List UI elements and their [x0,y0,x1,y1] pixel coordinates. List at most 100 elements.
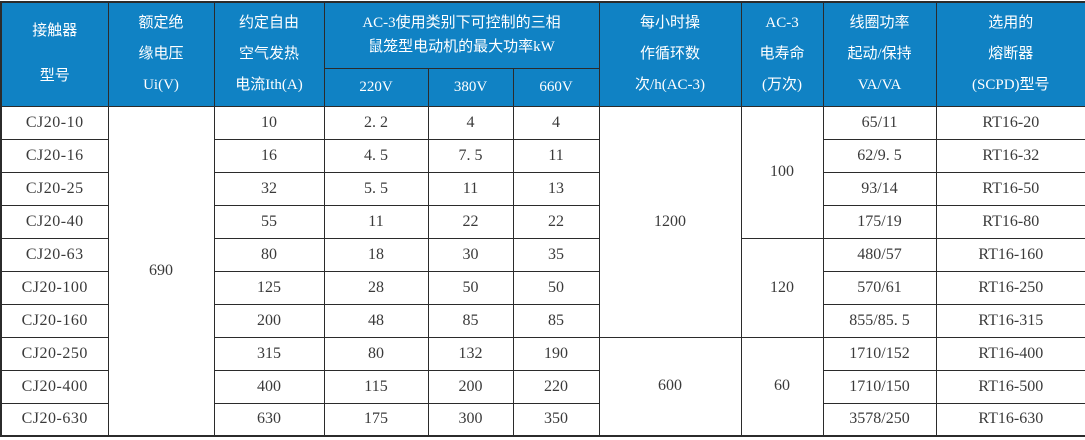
cell-model: CJ20-63 [0,237,109,272]
cell-p660: 35 [512,237,600,272]
cell-coil: 570/61 [822,270,937,305]
header-electrical-life: AC-3 电寿命 (万次) [740,1,824,107]
header-model: 接触器 型号 [0,1,109,107]
cell-p220: 28 [323,270,429,305]
cell-p220: 175 [323,402,429,437]
cell-fuse: RT16-50 [935,171,1085,206]
cell-ith: 32 [213,171,325,206]
cell-life-merged: 100 [740,105,824,239]
table-body: CJ20-10 690 10 2. 2 4 4 1200 100 65/11 R… [0,105,1085,437]
cell-model: CJ20-250 [0,336,109,371]
cell-p220: 80 [323,336,429,371]
table-row: CJ20-40 55 11 22 22 175/19 RT16-80 [0,204,1085,239]
cell-model: CJ20-16 [0,138,109,173]
cell-model: CJ20-630 [0,402,109,437]
cell-p380: 22 [427,204,514,239]
cell-ith: 200 [213,303,325,338]
cell-coil: 855/85. 5 [822,303,937,338]
cell-p380: 7. 5 [427,138,514,173]
cell-coil: 1710/152 [822,336,937,371]
cell-ith: 315 [213,336,325,371]
cell-coil: 175/19 [822,204,937,239]
cell-p660: 4 [512,105,600,140]
cell-fuse: RT16-32 [935,138,1085,173]
cell-p380: 132 [427,336,514,371]
header-row-main: 接触器 型号 额定绝 缘电压 Ui(V) 约定自由 空气发热 电流Ith(A) … [0,1,1085,107]
cell-p380: 11 [427,171,514,206]
cell-life-merged: 120 [740,237,824,338]
cell-fuse: RT16-500 [935,369,1085,404]
cell-ith: 630 [213,402,325,437]
cell-coil: 65/11 [822,105,937,140]
cell-fuse: RT16-20 [935,105,1085,140]
cell-coil: 480/57 [822,237,937,272]
cell-p220: 18 [323,237,429,272]
header-660v: 660V [512,67,600,107]
cell-model: CJ20-160 [0,303,109,338]
cell-p660: 22 [512,204,600,239]
cell-p220: 2. 2 [323,105,429,140]
cell-p220: 11 [323,204,429,239]
cell-coil: 93/14 [822,171,937,206]
header-380v: 380V [427,67,514,107]
cell-p660: 220 [512,369,600,404]
cell-ith: 10 [213,105,325,140]
cell-model: CJ20-40 [0,204,109,239]
cell-p660: 50 [512,270,600,305]
table-row: CJ20-16 16 4. 5 7. 5 11 62/9. 5 RT16-32 [0,138,1085,173]
cell-p660: 350 [512,402,600,437]
header-cycles-per-hour: 每小时操 作循环数 次/h(AC-3) [598,1,742,107]
header-fuse: 选用的 熔断器 (SCPD)型号 [935,1,1085,107]
cell-model: CJ20-25 [0,171,109,206]
table-row: CJ20-630 630 175 300 350 3578/250 RT16-6… [0,402,1085,437]
table-row: CJ20-100 125 28 50 50 570/61 RT16-250 [0,270,1085,305]
cell-p660: 11 [512,138,600,173]
cell-fuse: RT16-315 [935,303,1085,338]
cell-model: CJ20-100 [0,270,109,305]
cell-ith: 80 [213,237,325,272]
table-row: CJ20-160 200 48 85 85 855/85. 5 RT16-315 [0,303,1085,338]
cell-p220: 115 [323,369,429,404]
cell-ith: 55 [213,204,325,239]
table-header: 接触器 型号 额定绝 缘电压 Ui(V) 约定自由 空气发热 电流Ith(A) … [0,1,1085,107]
cell-fuse: RT16-400 [935,336,1085,371]
header-coil-power: 线圈功率 起动/保持 VA/VA [822,1,937,107]
cell-p380: 4 [427,105,514,140]
cell-ith: 16 [213,138,325,173]
cell-ith: 125 [213,270,325,305]
header-ac3-power-group: AC-3使用类别下可控制的三相 鼠笼型电动机的最大功率kW [323,1,600,69]
cell-p660: 190 [512,336,600,371]
table-row: CJ20-250 315 80 132 190 600 60 1710/152 … [0,336,1085,437]
cell-p380: 85 [427,303,514,338]
cell-ui-voltage-merged: 690 [107,105,215,437]
cell-p220: 48 [323,303,429,338]
cell-p220: 4. 5 [323,138,429,173]
cell-p660: 13 [512,171,600,206]
cell-coil: 62/9. 5 [822,138,937,173]
cell-p380: 300 [427,402,514,437]
cell-p220: 5. 5 [323,171,429,206]
table-row: CJ20-10 690 10 2. 2 4 4 1200 100 65/11 R… [0,105,1085,437]
cell-fuse: RT16-250 [935,270,1085,305]
cell-life-merged: 60 [740,336,824,437]
cell-p380: 200 [427,369,514,404]
cell-model: CJ20-400 [0,369,109,404]
header-thermal-current: 约定自由 空气发热 电流Ith(A) [213,1,325,107]
header-insulation-voltage: 额定绝 缘电压 Ui(V) [107,1,215,107]
header-220v: 220V [323,67,429,107]
cell-coil: 3578/250 [822,402,937,437]
cell-p380: 50 [427,270,514,305]
header-row-sub: 220V 380V 660V [1,67,1085,107]
cell-model: CJ20-10 [0,105,109,140]
cell-fuse: RT16-630 [935,402,1085,437]
cell-p380: 30 [427,237,514,272]
cell-cycles-merged: 1200 [598,105,742,338]
cell-fuse: RT16-80 [935,204,1085,239]
cell-p660: 85 [512,303,600,338]
cell-coil: 1710/150 [822,369,937,404]
table-row: CJ20-400 400 115 200 220 1710/150 RT16-5… [0,369,1085,404]
cell-ith: 400 [213,369,325,404]
cell-cycles-merged: 600 [598,336,742,437]
cell-fuse: RT16-160 [935,237,1085,272]
